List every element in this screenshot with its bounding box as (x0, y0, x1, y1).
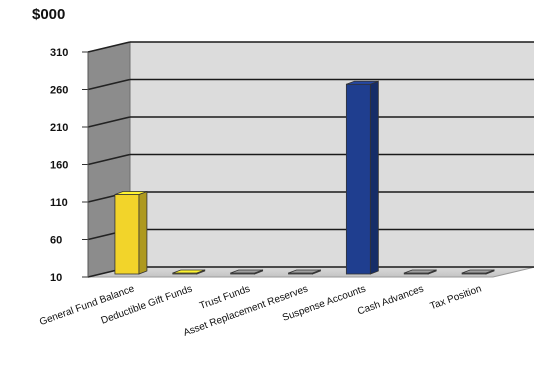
bar (114, 190, 148, 275)
bar (288, 269, 321, 275)
y-tick-label: 10 (50, 272, 62, 284)
bar (230, 269, 264, 275)
y-tick-label: 160 (50, 160, 68, 172)
bar (403, 269, 437, 275)
bar-top (172, 269, 205, 274)
x-tick-label: General Fund Balance (38, 283, 136, 328)
bar-top (230, 269, 263, 274)
bar (172, 269, 206, 275)
x-tick-label: Cash Advances (356, 283, 425, 317)
x-tick-label: Tax Position (429, 283, 483, 312)
bar (345, 80, 379, 275)
bar-top (114, 191, 148, 195)
bars (114, 80, 495, 275)
bar-top (346, 80, 379, 85)
bar-front (345, 83, 371, 275)
bar-top (288, 269, 321, 274)
gridline-side (87, 116, 131, 128)
y-tick-label: 310 (50, 47, 68, 59)
y-tick-label: 210 (50, 122, 68, 134)
bar-front (114, 194, 140, 275)
gridline-side (87, 78, 131, 91)
bar-side (369, 80, 379, 275)
plot-walls (87, 41, 534, 278)
y-axis: 10 60 110 160 210 260 310 (50, 47, 89, 284)
y-axis-unit-label: $000 (32, 6, 66, 23)
y-tick-label: 110 (50, 197, 68, 209)
gridline-side (87, 41, 131, 53)
bar-top (461, 269, 495, 274)
y-tick-label: 60 (50, 235, 62, 247)
bar-top (404, 269, 437, 274)
bar (461, 269, 495, 275)
gridline-side (87, 153, 131, 166)
bar-side (138, 190, 148, 275)
y-tick-label: 260 (50, 85, 68, 97)
